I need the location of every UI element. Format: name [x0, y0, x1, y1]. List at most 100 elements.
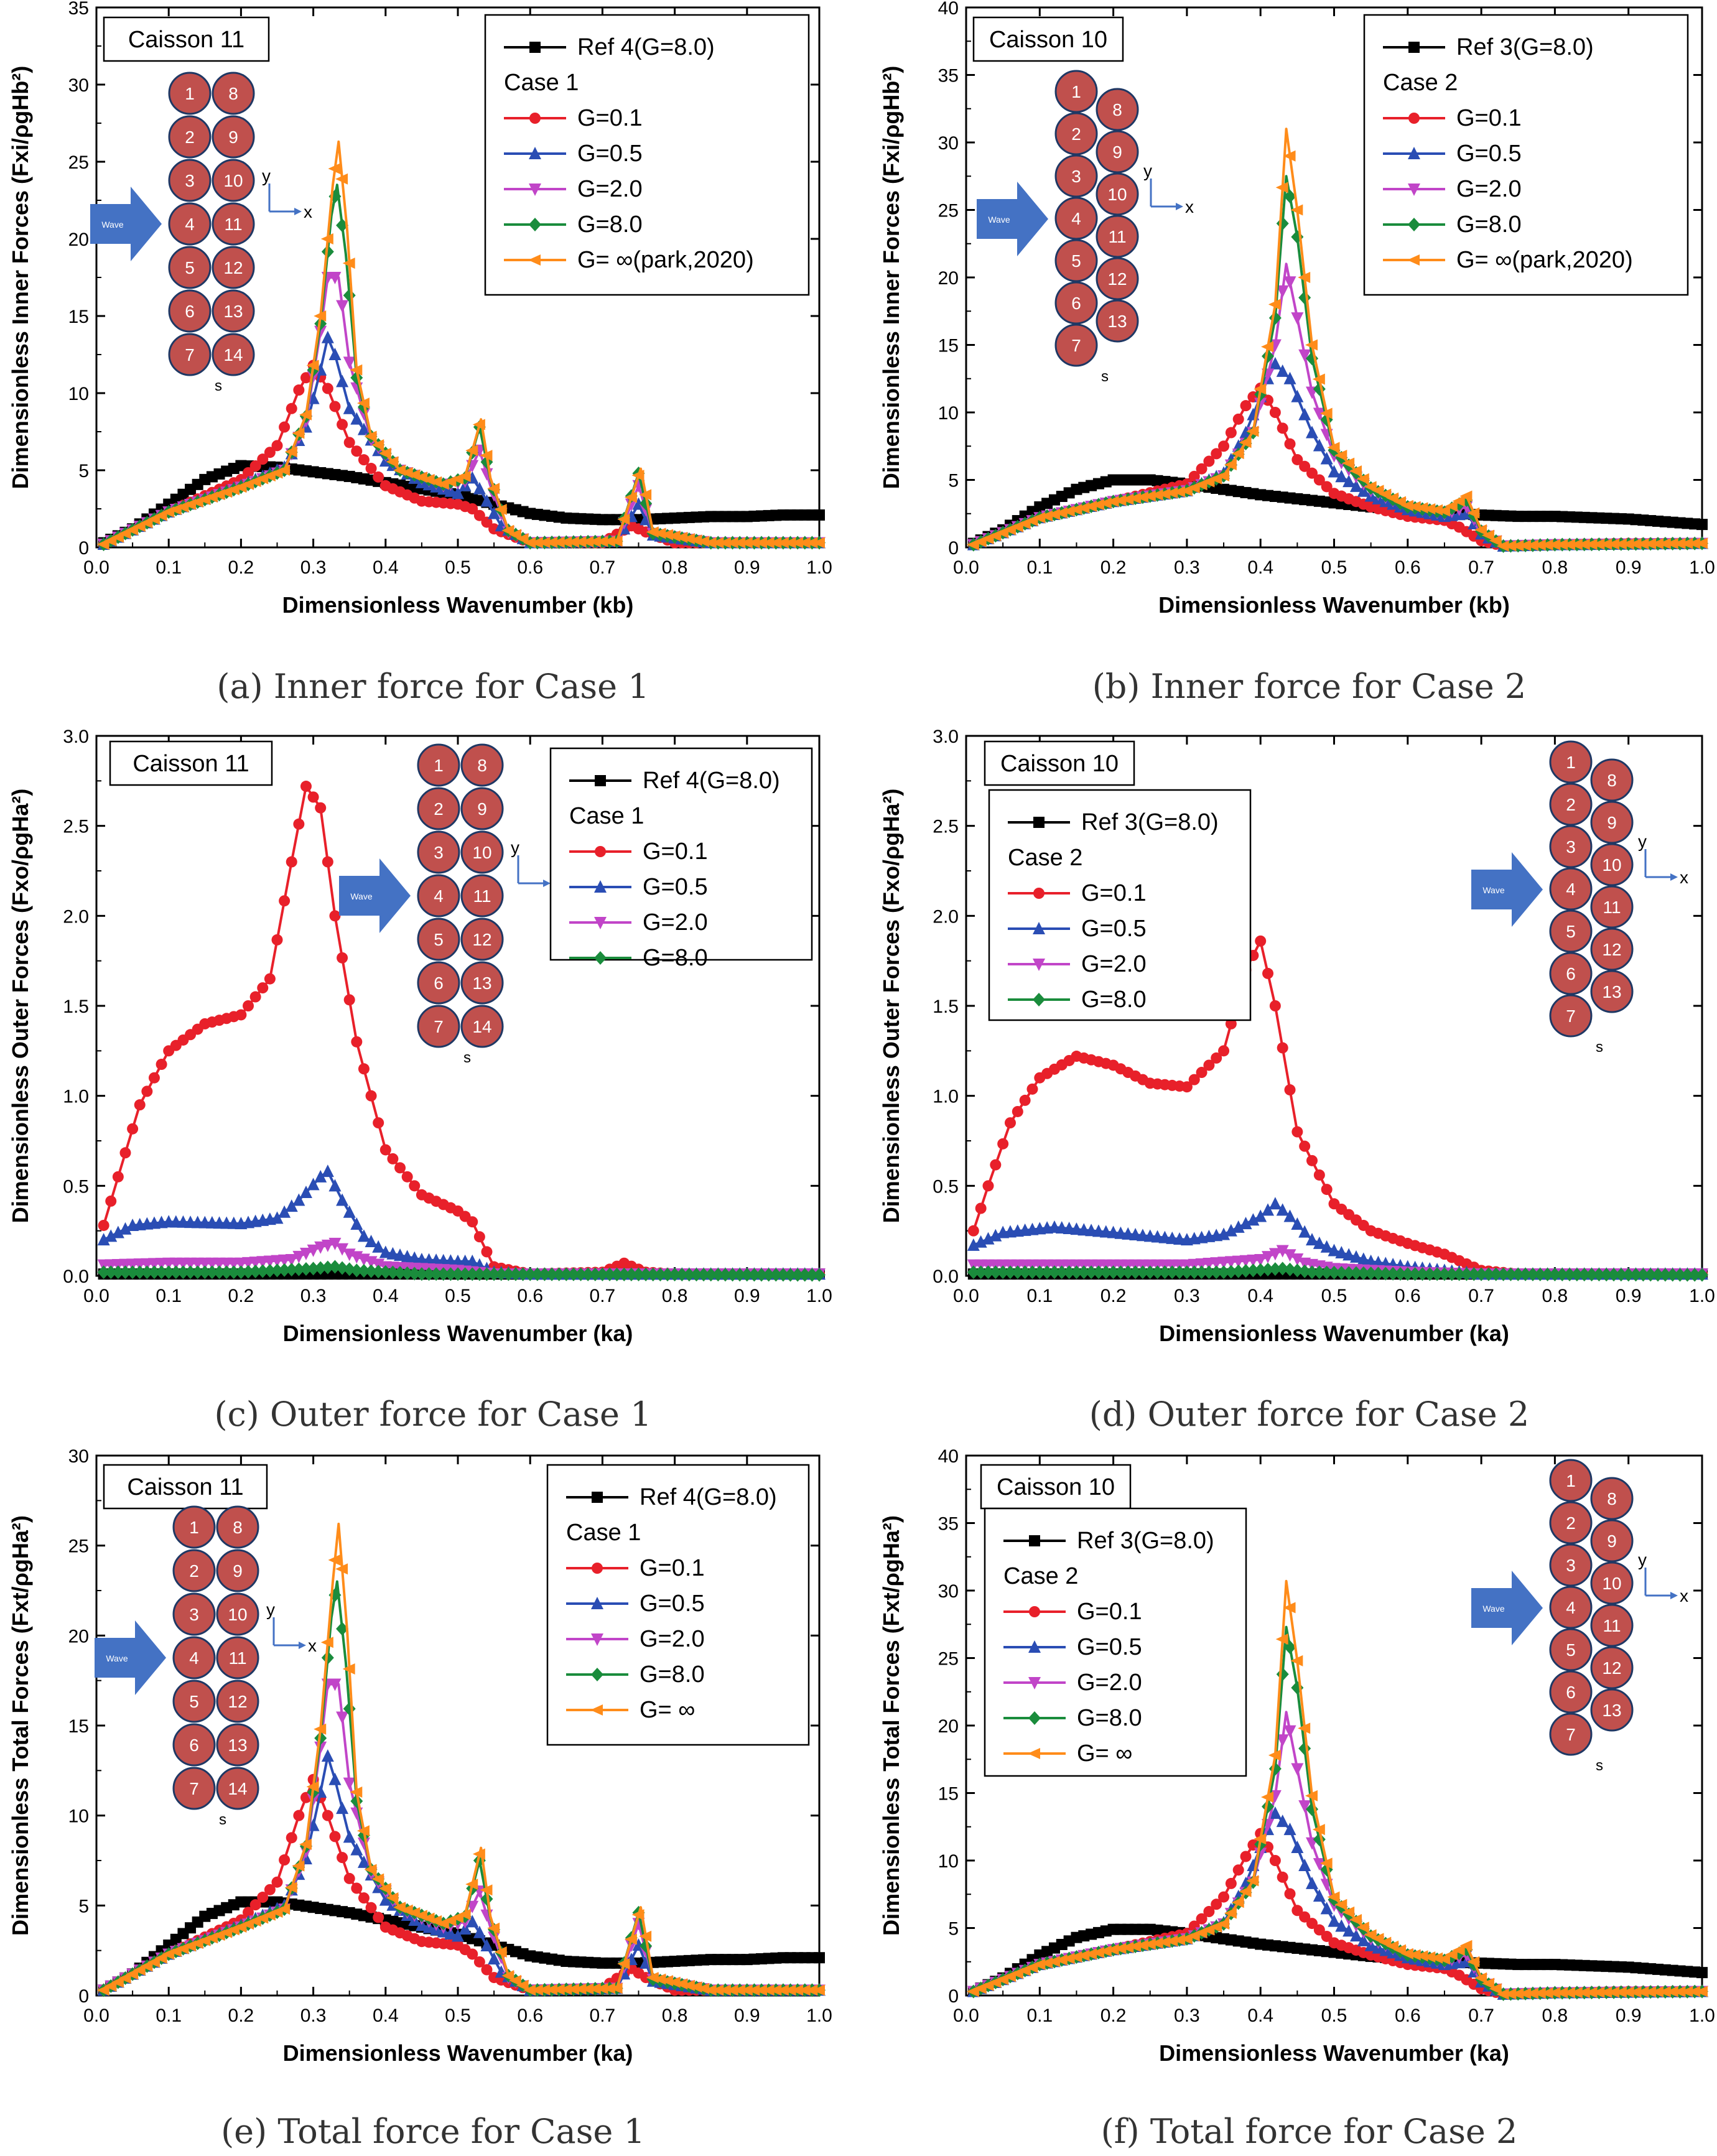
data-point: [1321, 481, 1333, 493]
data-point: [574, 536, 587, 548]
data-point: [1150, 1937, 1163, 1949]
y-tick-label: 0: [78, 538, 89, 559]
legend-marker: [594, 951, 607, 965]
x-tick-label: 0.6: [1395, 1286, 1421, 1306]
data-point: [1269, 407, 1281, 418]
wave-arrow-shape: [90, 187, 162, 261]
legend-marker: [591, 1633, 603, 1646]
y-axis-label: y: [1638, 1550, 1647, 1569]
caisson-number: 12: [472, 930, 491, 949]
caisson-circle-shape: [1549, 1459, 1593, 1502]
x-tick-label: 0.1: [156, 557, 182, 578]
data-point: [588, 1983, 601, 1995]
caisson-circle: 8: [460, 743, 504, 787]
data-point: [1467, 1956, 1480, 1968]
caisson-circle: 13: [212, 289, 255, 333]
data-point: [1298, 1722, 1311, 1734]
caisson-number: 10: [1602, 1574, 1621, 1593]
x-tick-label: 0.5: [1321, 557, 1347, 578]
caisson-circle-shape: [460, 830, 504, 874]
legend-marker: [1408, 113, 1420, 124]
data-point: [718, 537, 731, 549]
data-point: [1225, 427, 1237, 439]
data-point: [1158, 1265, 1171, 1280]
x-tick-label: 0.6: [517, 2005, 543, 2026]
y-tick-label: 25: [938, 1649, 959, 1670]
legend-label: G=0.5: [640, 1591, 705, 1617]
data-point: [1070, 1265, 1083, 1280]
data-point: [1268, 1248, 1282, 1261]
wave-arrow-icon: Wave: [339, 858, 411, 933]
y-tick-label: 15: [938, 336, 959, 356]
legend-label: G=2.0: [1081, 951, 1147, 977]
y-axis-title: Dimensionless Total Forces (Fxt/ρgHa²): [878, 1515, 904, 1936]
caisson-number: 7: [1071, 336, 1081, 355]
data-point: [292, 427, 305, 439]
caisson-circle: 3: [1549, 1543, 1593, 1587]
gap-label: s: [1596, 1757, 1603, 1774]
data-point: [805, 537, 818, 549]
data-point: [278, 1205, 291, 1218]
y-tick-label: 5: [948, 1919, 959, 1940]
data-point: [546, 1267, 559, 1281]
data-point: [668, 530, 681, 542]
caisson-circle: 7: [1549, 1712, 1593, 1756]
data-point: [552, 536, 565, 548]
data-point: [1107, 1265, 1120, 1280]
wave-label: Wave: [106, 1653, 128, 1663]
data-point: [356, 1825, 370, 1837]
caisson-circle: 14: [212, 333, 255, 376]
data-point: [502, 1267, 515, 1281]
data-point: [1393, 1944, 1406, 1956]
data-point: [314, 310, 327, 322]
data-point: [1085, 1265, 1098, 1280]
data-point: [1452, 495, 1465, 507]
data-point: [755, 1984, 768, 1996]
caisson-number: 2: [189, 1561, 199, 1581]
data-point: [1298, 272, 1311, 283]
caisson-circle-shape: [1590, 843, 1634, 886]
data-point: [249, 1265, 262, 1279]
data-point: [762, 1268, 775, 1282]
data-point: [632, 1267, 645, 1281]
data-point: [1114, 1943, 1127, 1954]
data-point: [249, 1899, 261, 1911]
axis-icon: yx: [262, 166, 312, 221]
caisson-circle-shape: [1054, 154, 1098, 198]
data-point: [1262, 967, 1274, 979]
data-point: [982, 1265, 995, 1280]
data-point: [1135, 1940, 1148, 1951]
data-point: [1400, 1948, 1413, 1959]
wave-arrow-shape: [339, 858, 411, 933]
caisson-circle: 11: [212, 202, 255, 246]
data-point: [791, 537, 804, 549]
caisson-number: 5: [189, 1692, 199, 1711]
data-point: [1608, 1268, 1621, 1282]
data-point: [1077, 1949, 1090, 1961]
axis-icon: yx: [1143, 161, 1194, 216]
caisson-circle: 6: [172, 1723, 216, 1767]
y-tick-label: 15: [68, 1716, 89, 1737]
data-point: [147, 1265, 161, 1280]
series-g80: [967, 1262, 1708, 1282]
caisson-circle: 8: [1590, 758, 1634, 802]
data-point: [1268, 311, 1282, 325]
data-point: [293, 1810, 305, 1821]
caisson-number: 1: [1071, 82, 1081, 101]
data-point: [791, 1984, 804, 1996]
y-tick-label: 1.5: [933, 997, 959, 1017]
legend-marker: [595, 775, 606, 786]
data-point: [704, 537, 717, 549]
data-point: [1291, 1253, 1304, 1266]
data-point: [177, 1265, 190, 1280]
data-point: [299, 1262, 312, 1276]
data-point: [336, 1622, 349, 1636]
data-point: [1563, 1987, 1576, 1999]
data-point: [1180, 1265, 1193, 1280]
caisson-circle-shape: [1096, 299, 1139, 343]
data-point: [624, 1933, 637, 1945]
data-point: [371, 439, 384, 451]
caisson-circle: 12: [460, 918, 504, 961]
data-point: [386, 1265, 399, 1280]
data-point: [545, 536, 558, 548]
